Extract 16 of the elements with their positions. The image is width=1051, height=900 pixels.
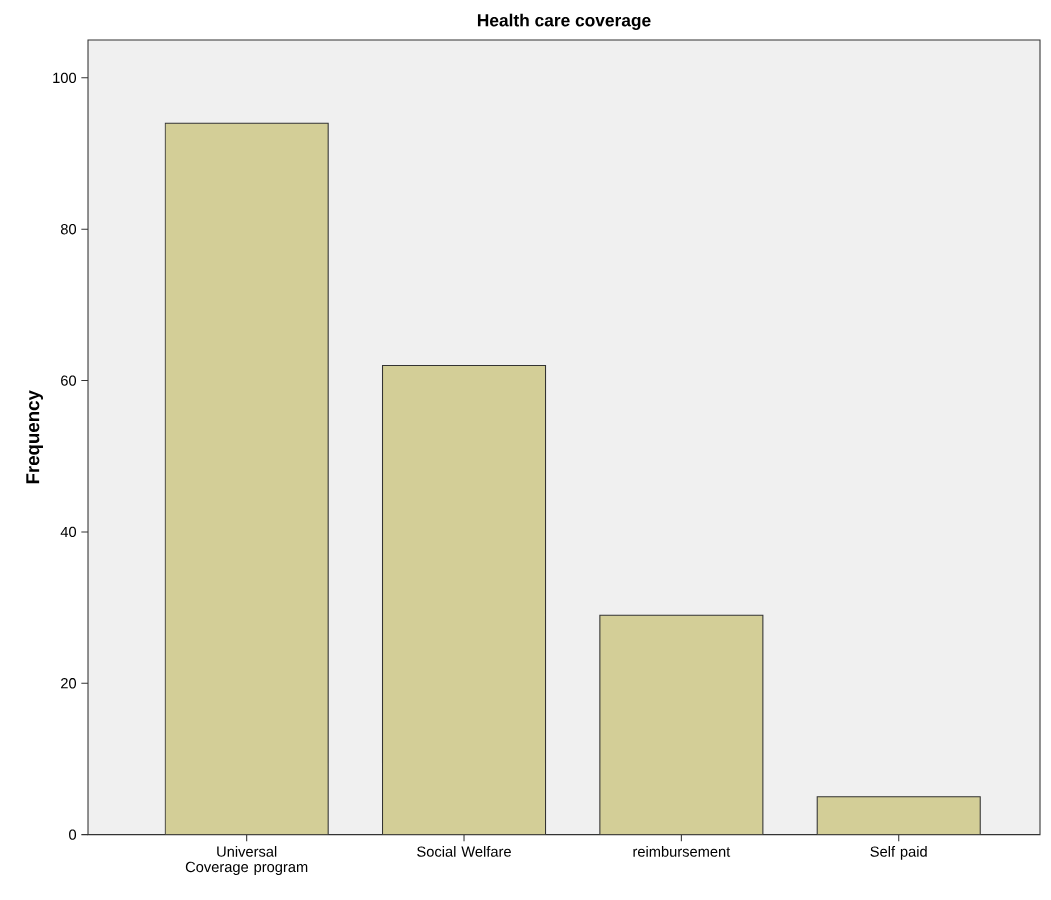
chart-title: Health care coverage xyxy=(477,13,651,30)
bar xyxy=(599,614,764,835)
bar xyxy=(816,796,981,835)
x-tick-label: Social Welfare xyxy=(417,846,511,857)
x-tick-label: reimbursement xyxy=(633,846,731,857)
y-tick-label: 20 xyxy=(61,678,77,689)
bar xyxy=(381,364,547,835)
x-tick-label: Self paid xyxy=(870,846,927,860)
y-tick-label: 60 xyxy=(61,375,77,386)
y-tick-label: 80 xyxy=(60,224,77,235)
x-tick-label: Universal Coverage program xyxy=(185,846,308,876)
y-tick-label: 0 xyxy=(69,829,77,840)
y-tick-label: 100 xyxy=(53,72,77,84)
bar xyxy=(165,123,329,835)
y-tick-label: 40 xyxy=(60,526,77,538)
y-axis-title: Frequency xyxy=(26,390,43,484)
